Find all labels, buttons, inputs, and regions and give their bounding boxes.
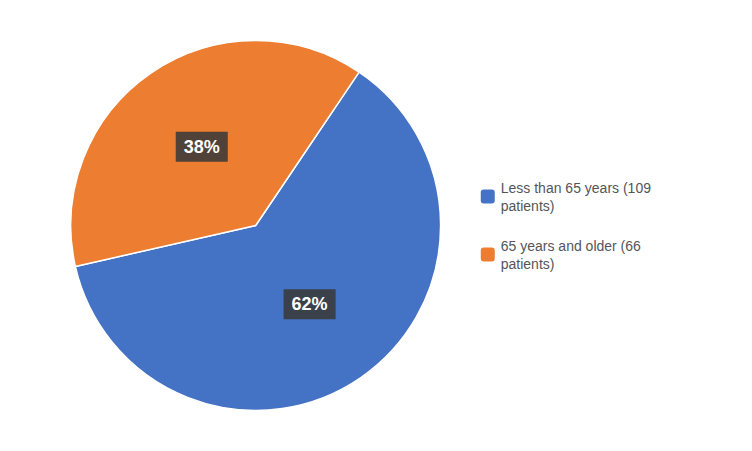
svg-text:65 years and older (66: 65 years and older (66 bbox=[501, 238, 641, 254]
svg-text:38%: 38% bbox=[184, 137, 220, 157]
svg-text:patients): patients) bbox=[501, 198, 555, 214]
svg-text:62%: 62% bbox=[292, 294, 328, 314]
svg-text:Less than 65 years (109: Less than 65 years (109 bbox=[501, 180, 651, 196]
svg-text:patients): patients) bbox=[501, 256, 555, 272]
